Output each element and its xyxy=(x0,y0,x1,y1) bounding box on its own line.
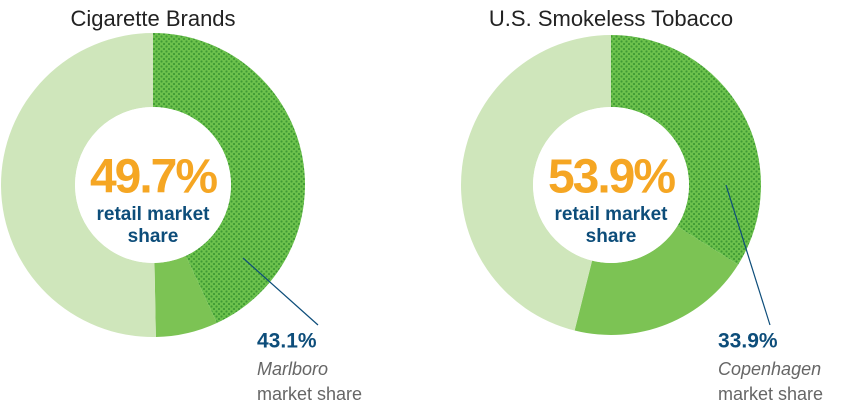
donut-hole xyxy=(75,107,231,263)
donut-hole xyxy=(533,107,689,263)
note: market share xyxy=(718,384,823,404)
donut-slice xyxy=(154,255,217,337)
chart-title: U.S. Smokeless Tobacco xyxy=(489,6,733,31)
center-text: share xyxy=(586,226,637,247)
category-label: Marlboro xyxy=(257,359,328,379)
donut-slice xyxy=(0,33,156,338)
center-text: share xyxy=(128,226,179,247)
donut-slice xyxy=(460,35,611,331)
chart-title: Cigarette Brands xyxy=(70,6,235,31)
leader-line xyxy=(725,184,771,326)
note: market share xyxy=(257,384,362,404)
center-text: retail market xyxy=(554,204,668,225)
donut-slice xyxy=(611,35,761,265)
value-label: 33.9% xyxy=(718,330,778,353)
center-value: 49.7% xyxy=(90,151,217,204)
donut-slice xyxy=(574,226,739,335)
donut-slice xyxy=(153,33,306,323)
value-label: 43.1% xyxy=(257,330,317,353)
leader-line xyxy=(242,257,319,326)
category-label: Copenhagen xyxy=(718,359,821,379)
center-value: 53.9% xyxy=(548,151,675,204)
center-text: retail market xyxy=(96,204,210,225)
